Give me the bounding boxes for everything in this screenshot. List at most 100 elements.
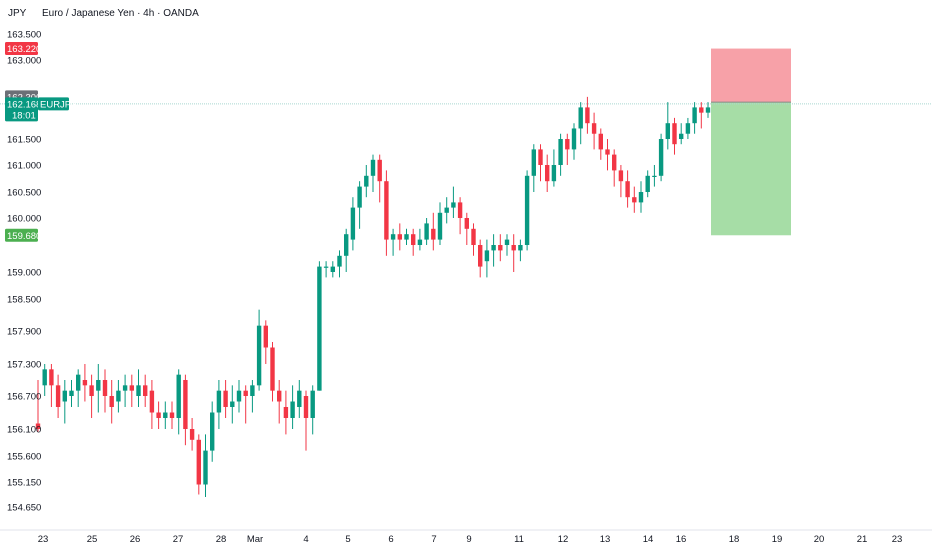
- candle: [163, 401, 168, 429]
- time-tick-label: 6: [388, 534, 393, 545]
- currency-label: JPY: [8, 8, 27, 19]
- candle: [290, 385, 295, 429]
- candle: [699, 102, 704, 129]
- price-badge-bg: [5, 42, 38, 56]
- price-badge-value: 163.220: [7, 44, 41, 55]
- candle-body: [672, 123, 677, 145]
- candle: [665, 102, 670, 150]
- candle: [283, 390, 289, 435]
- candle-body: [451, 202, 456, 208]
- time-tick-label: 12: [558, 534, 569, 545]
- price-badge-bg: [5, 97, 38, 122]
- candle-body: [223, 390, 228, 407]
- candle-body: [524, 175, 530, 245]
- candle: [390, 228, 396, 256]
- symbol-badge-bg: [38, 97, 69, 111]
- candle: [424, 218, 429, 245]
- position-tool[interactable]: [711, 48, 791, 236]
- price-badge-value: 159.680: [7, 231, 41, 242]
- candle: [89, 374, 94, 418]
- candle: [317, 261, 322, 391]
- price-tick-label: 155.150: [7, 478, 41, 489]
- candle: [183, 374, 188, 446]
- candle-body: [129, 385, 134, 391]
- candle-body: [444, 207, 449, 213]
- candle: [364, 165, 369, 198]
- candle-body: [377, 159, 382, 182]
- candle-body: [69, 390, 74, 396]
- candle-body: [323, 266, 329, 268]
- candles: [35, 96, 711, 497]
- candle-body: [424, 223, 429, 240]
- price-tick-label: 159.000: [7, 268, 41, 279]
- candle-body: [344, 234, 349, 256]
- candle-body: [163, 412, 168, 418]
- candle-body: [645, 175, 650, 192]
- price-tick-label: 157.900: [7, 327, 41, 338]
- stop-loss-zone[interactable]: [711, 48, 791, 103]
- candle-body: [109, 396, 114, 407]
- candle-body: [357, 186, 362, 208]
- candle: [531, 144, 536, 192]
- price-badge-countdown: 18:01: [12, 110, 36, 121]
- candle: [538, 144, 543, 182]
- price-badge: 159.680: [5, 228, 41, 242]
- candle: [437, 202, 443, 245]
- take-profit-zone[interactable]: [711, 102, 791, 236]
- candle: [337, 250, 342, 278]
- candle: [49, 364, 54, 407]
- candle: [464, 212, 469, 245]
- candle-body: [310, 390, 315, 418]
- candle: [638, 181, 644, 213]
- time-tick-label: 13: [600, 534, 611, 545]
- candle-body: [591, 123, 597, 134]
- candle-body: [122, 385, 128, 391]
- candle: [277, 380, 282, 424]
- candle: [384, 170, 389, 256]
- price-axis[interactable]: 163.500 163.000 161.500 161.000 160.500 160.0…: [7, 30, 41, 514]
- candle: [136, 369, 141, 407]
- candle-body: [76, 374, 81, 391]
- candle: [524, 170, 530, 251]
- candle-body: [605, 149, 610, 155]
- candle-body: [277, 390, 282, 402]
- candle: [625, 170, 630, 208]
- candle-body: [585, 107, 590, 124]
- candle: [344, 228, 349, 272]
- price-tick-label: 156.700: [7, 392, 41, 403]
- candle: [76, 369, 81, 407]
- time-tick-label: 14: [643, 534, 654, 545]
- price-tick-label: 160.500: [7, 188, 41, 199]
- candle: [350, 197, 356, 251]
- time-axis[interactable]: 23 25 26 27 28 Mar 4 5 6 7 9 11 12 13 14 16 18 19 20 21 23: [0, 529, 932, 545]
- candle-body: [685, 123, 691, 134]
- candle: [491, 234, 496, 267]
- candle-body: [283, 407, 289, 418]
- symbol-badge-label: EURJPY: [40, 99, 78, 110]
- candle-body: [169, 412, 175, 418]
- price-badge-value: 162.168: [7, 99, 41, 110]
- candle-body: [250, 385, 255, 396]
- candle: [129, 374, 134, 407]
- candle: [303, 390, 309, 451]
- candle: [243, 385, 248, 424]
- candle-body: [612, 154, 617, 171]
- candle: [478, 239, 483, 278]
- candle-body: [82, 380, 88, 386]
- candle-body: [464, 218, 469, 229]
- time-tick-label: 16: [676, 534, 687, 545]
- symbol-title[interactable]: Euro / Japanese Yen · 4h · OANDA: [42, 8, 199, 19]
- candle-body: [149, 390, 155, 413]
- candle-body: [431, 228, 436, 240]
- candle-body: [598, 133, 603, 150]
- candle: [591, 112, 597, 150]
- candle-body: [390, 234, 396, 240]
- candle: [96, 364, 101, 413]
- candle: [511, 234, 516, 272]
- candle-body: [203, 450, 208, 485]
- candle: [149, 380, 155, 429]
- candle-body: [679, 133, 684, 139]
- candle: [692, 102, 697, 134]
